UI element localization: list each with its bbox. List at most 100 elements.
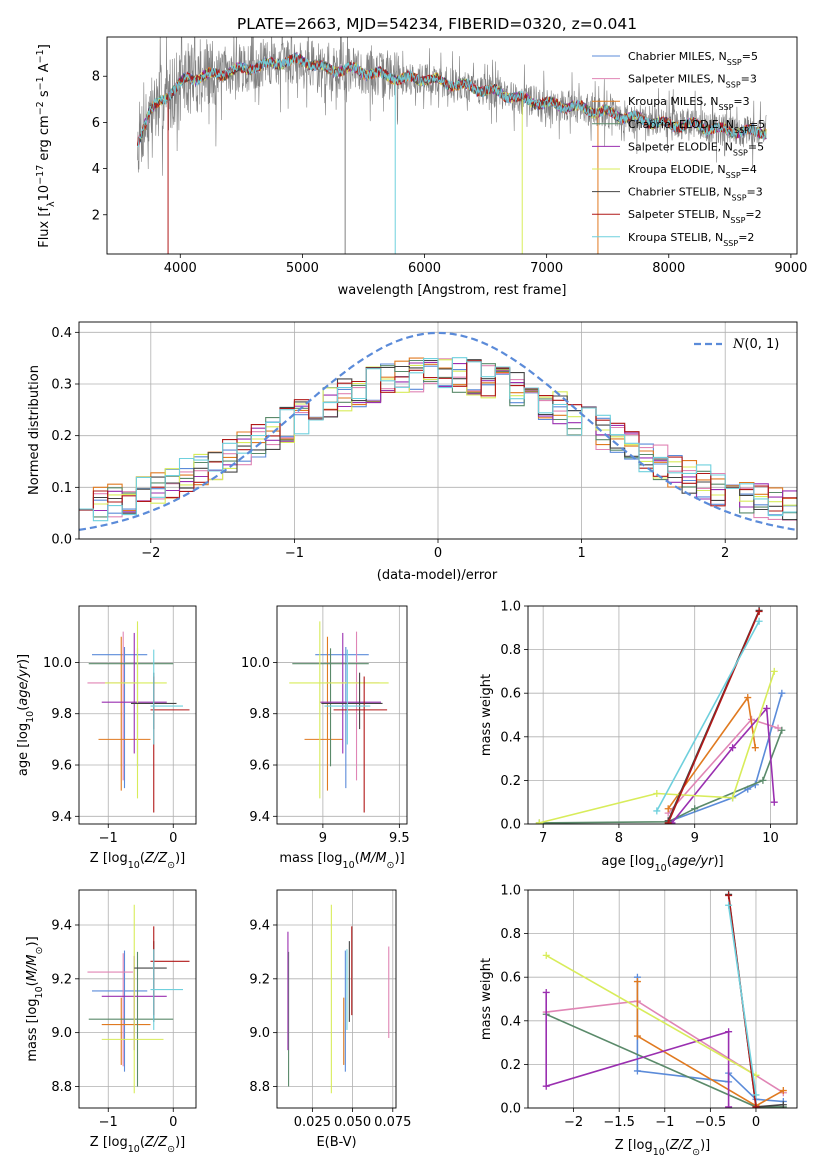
legend-label: Chabrier STELIB, N [628,186,732,199]
y-tick-label: 4 [92,162,100,177]
errorbar-kroupa-elodie [101,904,164,1094]
legend-value: =5 [748,140,764,153]
age_vs_Z-plot [87,621,190,813]
mass_vs_Z-ylabel-part: ( [25,981,40,986]
mass_vs_Z-xlabel-part: 10 [128,1144,140,1155]
weight_vs_Z-xlabel-part: Z [682,1138,693,1153]
y-tick-label: 10.0 [43,656,72,671]
weight-marker [751,744,759,752]
y-tick-label: 1.0 [500,600,521,615]
errorbar-salpeter-miles [87,953,133,1067]
model-spectrum-kroupa-stelib [137,52,767,148]
age_vs_Z-ylabel-part: age [log [16,723,31,776]
x-tick-label: 0.050 [334,1115,371,1130]
residuals-frame [78,321,798,540]
y-tick-label: 9.4 [51,918,72,933]
mass_vs_ebv-plot [287,904,390,1094]
age_vs_mass-xlabel-part: M [360,851,371,866]
weight_vs_Z-xlabel-part: )] [700,1138,710,1153]
weight-marker [752,1091,760,1099]
y-tick-label: 1.0 [500,884,521,899]
x-tick-label: −1 [285,546,304,561]
weight-marker [653,789,661,797]
errorbar-salpeter-miles [87,631,133,781]
legend-label: (0, 1) [744,337,779,352]
mass_vs_ebv-axes: 0.025 0.050 0.075 8.8 9.0 9.2 9.4 E(B-V) [249,889,411,1150]
age_vs_Z-ylabel-part: age [16,681,31,705]
weight-line [545,992,730,1107]
weight_vs_age-xlabel-part: ( [667,854,672,869]
weight-marker [770,798,778,806]
x-tick-label: 0 [752,1115,760,1130]
weight-marker [779,1101,787,1108]
weight-marker [725,1103,733,1108]
weight_vs_Z-xlabel-part: / [678,1138,685,1153]
mass_vs_Z-ylabel-part: 10 [34,986,45,998]
weight-line [539,730,783,824]
mass_vs_Z-xlabel-part: Z [log [90,1135,128,1150]
weight_vs_age-xlabel-part: age [log [601,854,654,869]
residuals-grid [79,322,797,540]
spectrum-ylabel-part: erg cm [37,115,52,164]
weight_vs_Z-axes: −2 −1.5 −1 −0.5 0 0.0 0.2 0.4 0.6 0.8 1.0 Z [log10(… [479,884,798,1158]
weight-marker [755,607,763,615]
weight-marker [744,694,752,702]
weight-line [545,954,757,1076]
errorbar-chabrier-miles [92,647,148,789]
age_vs_mass-xlabel: mass [log10(M/M⊙)] [279,851,404,871]
x-tick-label: 0 [169,831,177,846]
weight_vs_age-xlabel-part: 10 [655,863,667,874]
spectrum-ylabel-part: −2 [35,101,46,115]
spectrum-axes: 4000 5000 6000 7000 8000 9000 2 4 6 8 wavelength [… [35,36,807,298]
weight-line [636,981,784,1107]
weight_vs_age-plot [535,606,786,824]
legend-entry: Salpeter MILES, NSSP=3 [628,73,757,90]
spectrum-frame [106,36,798,255]
y-tick-label: 0.4 [500,1014,521,1029]
y-tick-label: 9.0 [51,1026,72,1041]
errorbar-kroupa-miles [304,636,343,791]
figure-title: PLATE=2663, MJD=54234, FIBERID=0320, z=0… [237,15,637,33]
weight-marker [653,807,661,815]
y-tick-label: 0.2 [51,429,72,444]
legend-value: =4 [741,163,757,176]
weight-series-kroupa-miles [664,694,759,813]
mass_vs_Z-ylabel-part: M [25,970,40,981]
age_vs_mass-grid [277,606,407,824]
legend-sub: SSP [732,193,747,202]
errorbar-salpeter-stelib [333,676,388,813]
weight-line [667,611,760,824]
x-tick-label: 9 [319,831,327,846]
weight_vs_Z-xlabel: Z [log10(Z/Z⊙)] [615,1138,710,1158]
mass_vs_ebv-grid [277,890,396,1108]
y-tick-label: 9.6 [51,759,72,774]
weight-series-chabrier-elodie [535,726,786,824]
legend-symbol: N [732,337,745,352]
weight-line [656,620,760,812]
legend-label: Salpeter STELIB, N [628,208,730,221]
y-tick-label: 0.4 [51,326,72,341]
errorbar-chabrier-elodie [88,951,174,1087]
mass_vs_Z-xlabel: Z [log10(Z/Z⊙)] [90,1135,185,1155]
mass_vs_Z-xlabel-part: Z [144,1135,155,1150]
errorbar-salpeter-stelib [150,676,190,813]
x-tick-label: 7 [539,831,547,846]
age_vs_Z-xlabel-part: )] [175,851,185,866]
weight_vs_Z-xlabel-part: ( [665,1138,670,1153]
age_vs_Z-frame [78,605,197,825]
age_vs_Z-ylabel-part: yr [16,662,31,678]
errorbar-kroupa-stelib [150,649,183,745]
weight-marker [774,724,782,732]
weight-marker [729,794,737,802]
legend-value: =3 [741,73,757,86]
spectrum-plot [137,37,767,254]
y-tick-label: 9.0 [249,1026,270,1041]
weight_vs_age-grid [528,605,797,825]
errorbar-chabrier-elodie [88,648,174,767]
x-tick-label: −1 [99,831,118,846]
mass_vs_ebv-xlabel-part: E(B-V) [316,1135,356,1150]
x-tick-label: 0 [169,1115,177,1130]
y-tick-label: 9.4 [249,810,270,825]
age_vs_mass-frame [276,605,408,825]
